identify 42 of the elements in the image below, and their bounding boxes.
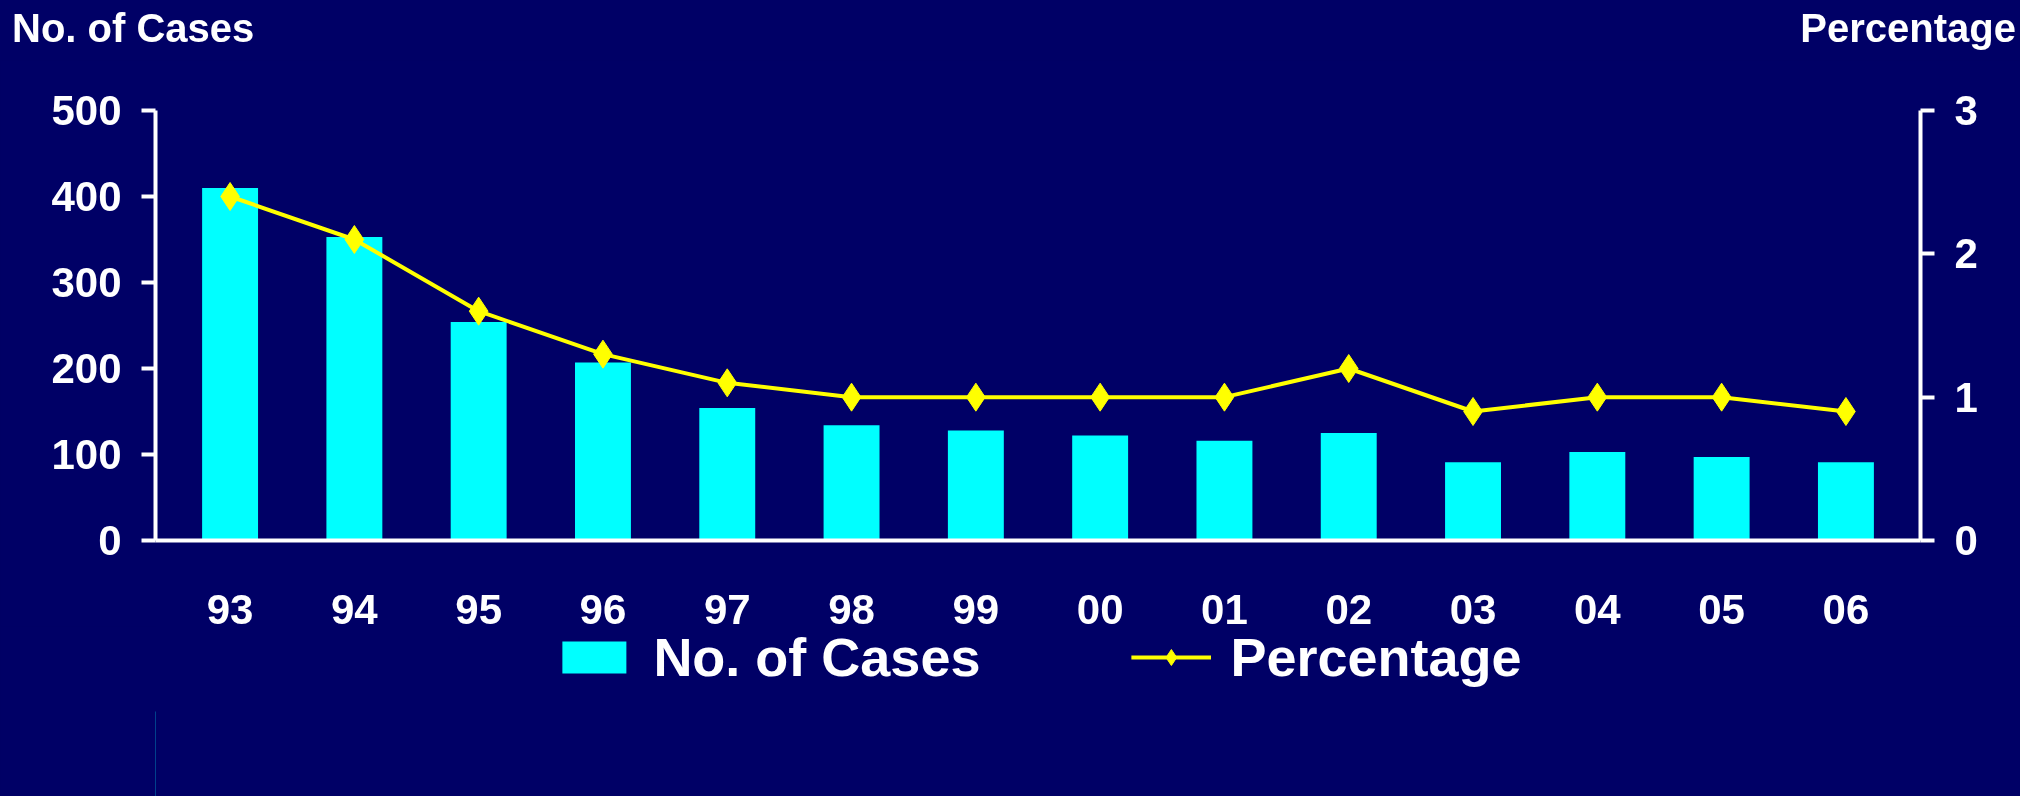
x-tick-label: 04 (1573, 585, 1622, 633)
point (841, 382, 862, 412)
bar (1569, 451, 1626, 541)
point (344, 225, 365, 254)
point (1587, 382, 1608, 412)
x-tick-label: 93 (206, 585, 254, 633)
bar (575, 362, 631, 541)
y2-tick-label: 1 (1954, 373, 1978, 421)
bar (1693, 457, 1750, 541)
bar (1445, 462, 1501, 541)
y-tick-label: 100 (51, 431, 122, 478)
point (468, 296, 489, 326)
bar (1072, 435, 1129, 541)
point (1711, 382, 1732, 412)
x-tick-label: 95 (455, 585, 503, 633)
bar (1196, 440, 1253, 541)
bar (202, 187, 259, 541)
point (717, 368, 738, 398)
y-tick-label: 300 (51, 259, 122, 306)
x-tick-label: 06 (1822, 585, 1870, 633)
point (1338, 354, 1359, 383)
y2-tick-label: 2 (1954, 230, 1978, 278)
bar (699, 408, 756, 541)
y2-axis-title: Percentage (1800, 5, 2016, 52)
x-tick-label: 05 (1698, 585, 1745, 633)
x-tick-label: 00 (1076, 585, 1124, 633)
x-tick-label: 96 (579, 585, 627, 633)
y2-tick-label: 0 (1954, 517, 1978, 564)
y-tick-label: 500 (51, 87, 122, 134)
bar (823, 425, 880, 541)
bar (450, 322, 507, 541)
bar (1320, 433, 1377, 541)
bar (1817, 462, 1874, 541)
bar (326, 236, 383, 541)
y-tick-label: 400 (51, 173, 122, 220)
y-axis-title: No. of Cases (12, 5, 255, 52)
y-tick-label: 0 (98, 517, 122, 564)
point (1214, 382, 1235, 412)
x-tick-label: 94 (331, 585, 379, 633)
bar (947, 430, 1004, 541)
y-tick-label: 200 (51, 345, 122, 392)
y2-tick-label: 3 (1954, 87, 1978, 134)
